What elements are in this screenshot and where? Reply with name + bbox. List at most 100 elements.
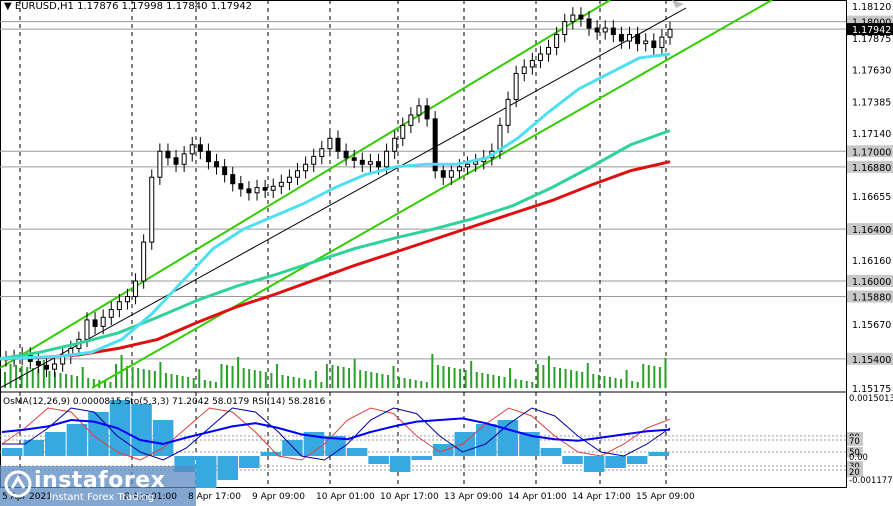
collapse-triangle-icon[interactable]: ▼ bbox=[4, 1, 12, 12]
candle-body-43 bbox=[351, 157, 357, 161]
price-label-8: 1.16880 bbox=[852, 163, 891, 174]
volume-bar-83 bbox=[464, 370, 467, 388]
volume-bar-94 bbox=[525, 381, 528, 388]
volume-bar-39 bbox=[220, 364, 223, 388]
candle-body-74 bbox=[602, 27, 608, 33]
volume-bar-110 bbox=[614, 378, 617, 388]
volume-bar-35 bbox=[198, 369, 201, 388]
volume-bar-86 bbox=[481, 373, 484, 388]
osma-bar-1 bbox=[23, 440, 45, 456]
osc-label-6: 20 bbox=[849, 468, 860, 478]
candle-body-34 bbox=[278, 181, 284, 187]
osc-label-box-6 bbox=[847, 467, 863, 477]
candle-body-66 bbox=[537, 53, 543, 61]
candle-body-32 bbox=[262, 187, 268, 191]
time-label-0: 5 Apr 2021 bbox=[2, 492, 52, 502]
volume-bar-57 bbox=[320, 382, 323, 388]
candle-body-48 bbox=[392, 137, 398, 152]
volume-bar-1 bbox=[9, 364, 12, 388]
volume-bar-19 bbox=[109, 382, 112, 388]
volume-bar-30 bbox=[170, 374, 173, 388]
candle-body-37 bbox=[303, 163, 309, 172]
osma-bar-10 bbox=[217, 456, 239, 480]
candle-body-67 bbox=[546, 47, 552, 55]
volume-bar-105 bbox=[586, 363, 589, 388]
osma-bar-29 bbox=[626, 456, 648, 464]
candle-body-28 bbox=[230, 174, 236, 185]
candle-body-55 bbox=[448, 170, 454, 178]
chart-header: ▼ EURUSD,H1 1.17876 1.17998 1.17840 1.17… bbox=[4, 1, 252, 12]
price-label-box-7 bbox=[847, 145, 893, 158]
volume-bar-51 bbox=[287, 376, 290, 388]
volume-bar-5 bbox=[31, 368, 34, 388]
osma-bar-6 bbox=[131, 404, 152, 456]
candle-body-10 bbox=[84, 319, 90, 340]
volume-bar-84 bbox=[470, 361, 473, 388]
candle-body-82 bbox=[667, 28, 673, 38]
candle-body-81 bbox=[659, 36, 665, 49]
volume-bar-85 bbox=[475, 372, 478, 388]
volume-bar-48 bbox=[270, 373, 273, 388]
volume-bar-8 bbox=[48, 371, 51, 388]
volume-bar-4 bbox=[26, 367, 29, 388]
volume-bar-36 bbox=[203, 380, 206, 388]
volume-bar-89 bbox=[497, 376, 500, 388]
volume-bar-119 bbox=[664, 358, 667, 388]
osc-label-4: 0.00 bbox=[849, 453, 868, 463]
candle-body-31 bbox=[254, 187, 260, 194]
candle-body-57 bbox=[465, 163, 471, 168]
volume-bar-54 bbox=[303, 379, 306, 388]
volume-bar-52 bbox=[292, 377, 295, 388]
volume-bar-0 bbox=[4, 372, 6, 388]
volume-bar-80 bbox=[448, 367, 450, 388]
candle-body-64 bbox=[521, 66, 527, 74]
volume-bar-100 bbox=[559, 368, 561, 388]
osma-bar-11 bbox=[239, 456, 260, 468]
candle-body-21 bbox=[173, 157, 179, 165]
volume-bar-44 bbox=[248, 369, 251, 388]
price-label-2: 1.17942 bbox=[852, 25, 891, 36]
volume-bar-45 bbox=[253, 370, 256, 388]
volume-bar-28 bbox=[159, 362, 162, 388]
volume-bar-11 bbox=[65, 374, 68, 388]
rsi-line bbox=[1, 417, 671, 446]
osma-bar-19 bbox=[411, 456, 432, 460]
volume-bar-25 bbox=[142, 369, 145, 388]
channel-line-2 bbox=[0, 7, 687, 389]
candle-body-26 bbox=[214, 161, 220, 168]
volume-bar-93 bbox=[520, 380, 523, 388]
volume-bar-79 bbox=[442, 366, 445, 388]
candle-body-41 bbox=[335, 137, 341, 152]
volume-bar-9 bbox=[53, 372, 56, 388]
osc-label-0: 0.0015013 bbox=[849, 394, 893, 404]
time-label-4: 10 Apr 01:00 bbox=[316, 492, 375, 502]
volume-bar-64 bbox=[359, 370, 362, 388]
candle-body-18 bbox=[149, 176, 155, 243]
volume-bar-82 bbox=[459, 369, 462, 388]
time-label-3: 9 Apr 09:00 bbox=[252, 492, 305, 502]
volume-bar-59 bbox=[331, 365, 334, 388]
osma-bar-28 bbox=[605, 456, 626, 468]
volume-bar-102 bbox=[570, 370, 573, 388]
volume-bar-107 bbox=[597, 375, 600, 388]
candle-body-63 bbox=[513, 72, 519, 100]
osma-bar-20 bbox=[432, 444, 454, 456]
logo-title: instaforex bbox=[34, 468, 166, 493]
candle-body-79 bbox=[643, 40, 649, 45]
volume-bar-15 bbox=[87, 378, 90, 388]
candle-body-75 bbox=[610, 27, 616, 36]
price-label-0: 1.18120 bbox=[852, 2, 891, 13]
volume-bar-91 bbox=[509, 368, 512, 388]
volume-bar-49 bbox=[275, 364, 278, 388]
volume-bar-7 bbox=[42, 360, 45, 388]
volume-bar-95 bbox=[531, 382, 534, 388]
candle-body-45 bbox=[367, 161, 373, 165]
price-label-4: 1.17630 bbox=[852, 66, 891, 77]
candle-body-69 bbox=[562, 21, 568, 36]
time-label-9: 15 Apr 09:00 bbox=[636, 492, 695, 502]
volume-bar-29 bbox=[164, 373, 167, 388]
volume-bar-27 bbox=[153, 371, 156, 388]
time-label-8: 14 Apr 17:00 bbox=[572, 492, 631, 502]
